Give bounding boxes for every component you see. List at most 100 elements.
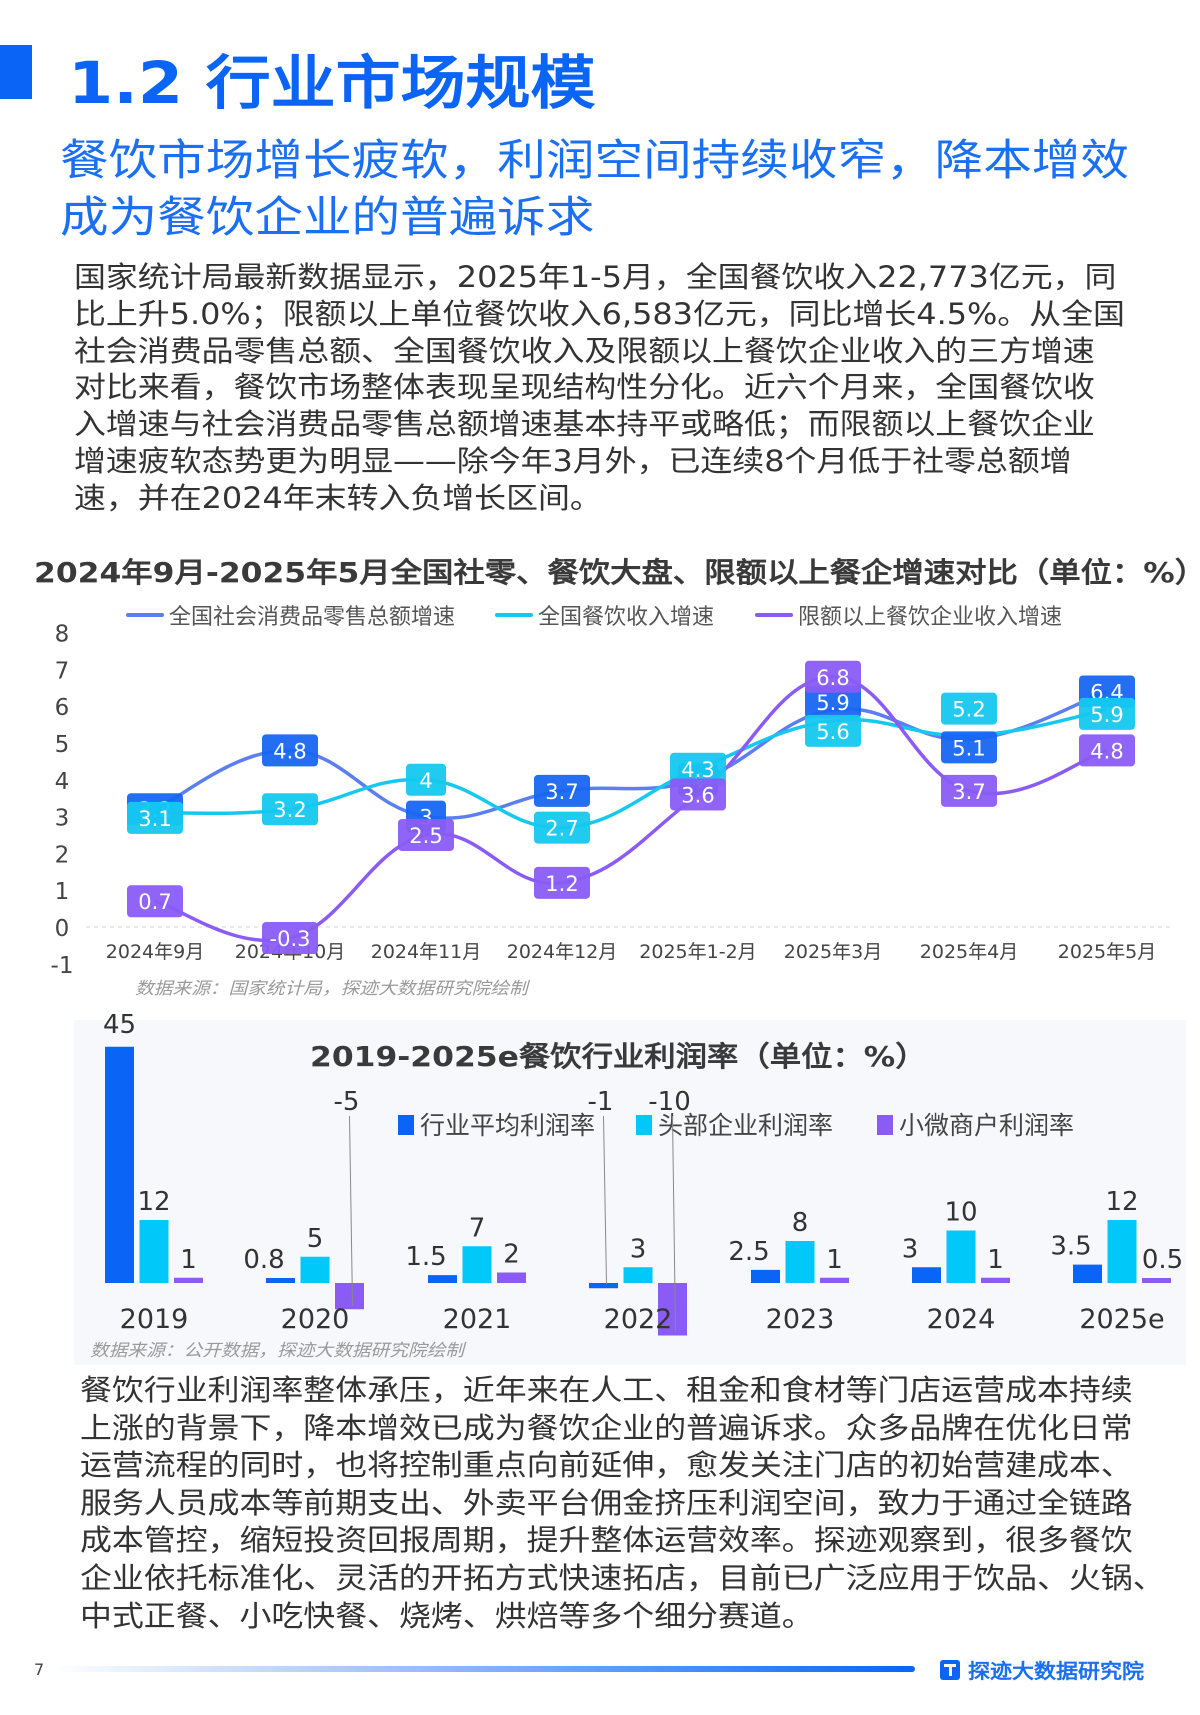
data-label-box [805, 685, 861, 718]
paragraph-line: 对比来看，餐饮市场整体表现呈现结构性分化。近六个月来，全国餐饮收 [74, 370, 1095, 405]
data-label-box [262, 922, 318, 955]
data-label: 4.3 [681, 758, 714, 782]
y-tick-label: -1 [51, 953, 74, 975]
data-label-box [941, 731, 997, 764]
y-tick-label: 7 [55, 658, 70, 684]
data-label-box [534, 866, 590, 899]
x-category-label: 2024 [927, 1304, 996, 1335]
paragraph-line: 企业依托标准化、灵活的开拓方式快速拓店，目前已广泛应用于饮品、火锅、 [80, 1560, 1165, 1595]
paragraph-line: 国家统计局最新数据显示，2025年1-5月，全国餐饮收入22,773亿元，同 [74, 260, 1117, 294]
paragraph-line: 上涨的背景下，降本增效已成为餐饮企业的普遍诉求。众多品牌在优化日常 [80, 1410, 1133, 1445]
x-category-label: 2023 [766, 1304, 835, 1335]
x-category-label: 2022 [604, 1304, 673, 1335]
data-label-box [1079, 697, 1135, 730]
legend-label: 限额以上餐饮企业收入增速 [798, 605, 1062, 630]
bar [658, 1283, 687, 1336]
bar-value-label: 0.8 [243, 1245, 284, 1275]
x-tick-label: 2024年12月 [507, 941, 618, 963]
data-label-box [805, 660, 861, 693]
data-label-box [406, 763, 446, 796]
bar-value-label: 5 [307, 1224, 324, 1254]
line-chart-title: 2024年9月-2025年5月全国社零、餐饮大盘、限额以上餐企增速对比（单位：%… [34, 556, 1200, 589]
subtitle-line: 餐饮市场增长疲软，利润空间持续收窄，降本增效 [60, 136, 1129, 186]
data-label-box [534, 774, 590, 807]
profit-chart-panel [74, 1020, 1186, 1365]
legend-label: 头部企业利润率 [658, 1111, 833, 1140]
bar [1142, 1278, 1171, 1283]
paragraph-line: 餐饮行业利润率整体承压，近年来在人工、租金和食材等门店运营成本持续 [80, 1373, 1133, 1407]
x-tick-label: 2025年4月 [920, 941, 1018, 963]
footer-brand: 探迹大数据研究院 [940, 1655, 1144, 1684]
legend-swatch [398, 1115, 414, 1135]
data-label: 3.2 [273, 798, 306, 822]
bar [139, 1220, 169, 1283]
bar-value-label: 12 [137, 1187, 170, 1217]
bar [497, 1272, 526, 1283]
bar [751, 1269, 780, 1283]
data-label: 3.6 [681, 784, 714, 808]
bar [1073, 1264, 1102, 1283]
data-label: 5.9 [816, 691, 849, 715]
bar [623, 1267, 653, 1283]
y-tick-label: 5 [55, 732, 70, 758]
bar [105, 1046, 134, 1283]
page-title: 1.2 行业市场规模 [68, 49, 596, 117]
data-label: 5.2 [952, 698, 985, 722]
bar-value-label: 10 [944, 1198, 977, 1228]
data-label-box [670, 778, 726, 811]
bar-value-label: 0.5 [1142, 1245, 1183, 1275]
line-chart-source: 数据来源：国家统计局，探迹大数据研究院绘制 [135, 979, 528, 999]
profit-margin-bar-chart: 行业平均利润率 头部企业利润率 小微商户利润率4512120190.85-52020… [103, 1010, 1183, 1336]
legend-swatch [877, 1115, 893, 1135]
bar-value-label: 3 [902, 1234, 919, 1264]
section-subtitle: 餐饮市场增长疲软，利润空间持续收窄，降本增效 成为餐饮企业的普遍诉求 [60, 133, 1129, 247]
intro-paragraph: 国家统计局最新数据显示，2025年1-5月，全国餐饮收入22,773亿元，同 比… [74, 259, 1125, 517]
bar-chart-title: 2019-2025e餐饮行业利润率（单位：%） [310, 1040, 927, 1073]
data-label: -0.3 [270, 927, 311, 951]
bar-value-label: 3 [630, 1234, 647, 1264]
y-tick-label: 6 [55, 695, 70, 721]
footer-gradient-rule [52, 1666, 915, 1672]
data-label: 5.9 [1090, 703, 1123, 727]
x-tick-label: 2025年5月 [1058, 941, 1156, 963]
data-label-box [941, 774, 997, 807]
bar-value-label: 45 [103, 1010, 136, 1040]
x-tick-label: 2024年9月 [106, 941, 204, 963]
bar-value-label: 1 [180, 1245, 197, 1275]
paragraph-line: 成本管控，缩短投资回报周期，提升整体运营效率。探迹观察到，很多餐饮 [80, 1523, 1133, 1558]
paragraph-line: 比上升5.0%；限额以上单位餐饮收入6,583亿元，同比增长4.5%。从全国 [74, 296, 1125, 331]
data-label-box [398, 819, 454, 851]
bar-value-label: -1 [588, 1087, 614, 1117]
data-label: 5.6 [816, 720, 849, 744]
data-label: 3.1 [138, 807, 171, 831]
bar [981, 1277, 1010, 1283]
y-tick-label: 3 [55, 806, 70, 832]
bar [335, 1283, 364, 1310]
bar [589, 1283, 618, 1289]
legend-label: 小微商户利润率 [899, 1111, 1074, 1140]
bar [174, 1277, 203, 1283]
x-category-label: 2025e [1079, 1304, 1164, 1335]
bar-value-label: 12 [1105, 1187, 1138, 1217]
data-label: 0.7 [138, 890, 171, 914]
data-label-box [262, 793, 318, 826]
data-label-box [534, 811, 590, 844]
data-label: 3.7 [545, 780, 578, 804]
bar [820, 1277, 849, 1283]
data-label: 5.1 [952, 736, 985, 760]
paragraph-line: 中式正餐、小吃快餐、烧烤、烘焙等多个细分赛道。 [80, 1598, 814, 1633]
data-label-box [670, 752, 726, 785]
bar-value-label: 3.5 [1050, 1232, 1091, 1262]
paragraph-line: 社会消费品零售总额、全国餐饮收入及限额以上餐饮企业收入的三方增速 [74, 333, 1095, 368]
data-label: 6.8 [816, 666, 849, 690]
series-line [154, 675, 1108, 943]
subtitle-line: 成为餐饮企业的普遍诉求 [60, 193, 595, 243]
y-tick-label: 1 [55, 879, 70, 905]
bar [946, 1230, 976, 1283]
paragraph-line: 入增速与社会消费品零售总额增速基本持平或略低；而限额以上餐饮企业 [74, 407, 1095, 442]
data-label-box [127, 801, 183, 834]
x-category-label: 2019 [120, 1304, 189, 1335]
closing-paragraph: 餐饮行业利润率整体承压，近年来在人工、租金和食材等门店运营成本持续 上涨的背景下… [80, 1372, 1165, 1635]
bar-value-label: -10 [648, 1087, 690, 1117]
y-tick-label: 2 [55, 842, 70, 868]
